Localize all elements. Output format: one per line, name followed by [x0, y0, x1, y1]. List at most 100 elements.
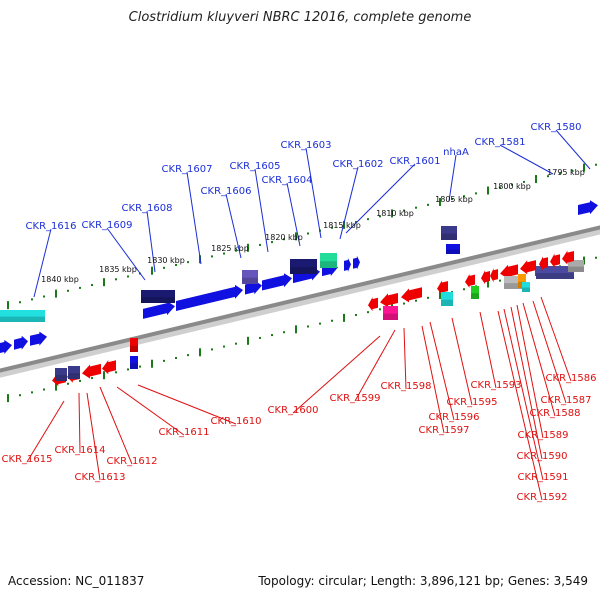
- reverse-feature-box-shade: [504, 283, 522, 289]
- forward-gene-label-leader: [254, 168, 269, 253]
- reverse-gene-label-leader: [354, 329, 396, 402]
- feature-box: [242, 270, 258, 284]
- feature-box-shade: [290, 267, 317, 274]
- reverse-gene-label: CKR_1599: [330, 393, 381, 404]
- reverse-gene-label: CKR_1590: [517, 451, 568, 462]
- reverse-gene-label-leader: [479, 311, 497, 389]
- forward-gene-label: CKR_1607: [162, 164, 213, 175]
- forward-cds-arrow: [176, 284, 243, 311]
- rna-feature-box-shade: [0, 316, 45, 322]
- forward-cds-arrow: [0, 340, 12, 354]
- reverse-feature-box: [504, 276, 522, 289]
- reverse-feature-box: [383, 306, 398, 320]
- feature-box-shade: [141, 297, 175, 303]
- forward-gene-label: CKR_1601: [390, 156, 441, 167]
- reverse-cds-arrow: [401, 287, 422, 303]
- forward-gene-label-leader: [345, 163, 416, 234]
- reverse-gene-label: CKR_1615: [2, 454, 53, 465]
- scale-label: 1820 kbp: [265, 233, 303, 242]
- forward-gene-label-leader: [225, 193, 242, 259]
- forward-cds-arrow: [30, 331, 47, 346]
- reverse-gene-label: CKR_1587: [541, 395, 592, 406]
- feature-box-shade: [242, 277, 258, 284]
- forward-cds-arrow: [14, 335, 28, 350]
- reverse-gene-label: CKR_1592: [517, 492, 568, 503]
- reverse-cds-arrow: [490, 268, 498, 283]
- reverse-cds-arrow: [437, 280, 448, 295]
- map-title: Clostridium kluyveri NBRC 12016, complet…: [128, 10, 472, 25]
- feature-box: [441, 226, 457, 240]
- feature-box: [536, 266, 574, 279]
- reverse-gene-label-leader: [503, 308, 544, 481]
- feature-box-shade: [446, 249, 460, 254]
- topology-text: Topology: circular; Length: 3,896,121 bp…: [258, 574, 588, 588]
- reverse-feature-box: [522, 282, 530, 292]
- reverse-feature-box-shade: [522, 287, 530, 292]
- feature-box: [568, 260, 584, 272]
- scale-label: 1800 kbp: [493, 182, 531, 191]
- reverse-cds-arrow: [380, 293, 398, 308]
- reverse-cds-arrow: [520, 260, 536, 275]
- reverse-feature-box: [471, 286, 479, 299]
- forward-gene-label-leader: [555, 129, 591, 170]
- feature-box: [320, 253, 337, 268]
- forward-gene-label-leader: [186, 171, 202, 265]
- reverse-gene-label-leader: [510, 306, 543, 460]
- forward-gene-label-leader: [305, 147, 322, 239]
- reverse-gene-label-leader: [540, 296, 572, 382]
- forward-gene-label-leader: [339, 166, 359, 240]
- forward-gene-label: CKR_1604: [262, 175, 313, 186]
- forward-gene-label: CKR_1602: [333, 159, 384, 170]
- reverse-gene-label-leader: [429, 321, 455, 421]
- feature-box-shade: [536, 273, 574, 279]
- reverse-gene-label-leader: [137, 384, 237, 425]
- reverse-feature-box-shade: [130, 363, 138, 369]
- forward-gene-label: CKR_1616: [26, 221, 77, 232]
- reverse-gene-label-leader: [451, 317, 473, 406]
- scale-label: 1795 kbp: [547, 168, 585, 177]
- reverse-cds-arrow: [102, 360, 116, 375]
- reverse-gene-label: CKR_1596: [429, 412, 480, 423]
- reverse-gene-label: CKR_1610: [211, 416, 262, 427]
- reverse-cds-arrow: [82, 363, 101, 379]
- feature-box: [446, 244, 460, 254]
- reverse-gene-label: CKR_1595: [447, 397, 498, 408]
- reverse-gene-label: CKR_1613: [75, 472, 126, 483]
- reverse-gene-label-leader: [26, 400, 65, 463]
- scale-ticks: [7, 163, 597, 403]
- forward-gene-label: CKR_1581: [475, 137, 526, 148]
- scale-label: 1815 kbp: [323, 221, 361, 230]
- reverse-gene-label: CKR_1612: [107, 456, 158, 467]
- reverse-gene-label: CKR_1593: [471, 380, 522, 391]
- reverse-cds-arrow: [481, 270, 490, 285]
- forward-gene-label-leader: [33, 228, 52, 298]
- forward-cds-arrow: [262, 273, 292, 291]
- reverse-cds-arrow: [368, 297, 378, 312]
- reverse-feature-box-shade: [130, 345, 138, 352]
- reverse-gene-label-leader: [86, 392, 101, 481]
- forward-gene-label: CKR_1580: [531, 122, 582, 133]
- reverse-gene-label-leader: [421, 325, 445, 434]
- feature-box-shade: [441, 233, 457, 240]
- forward-gene-label-leader: [146, 210, 156, 273]
- forward-gene-label: CKR_1606: [201, 186, 252, 197]
- reverse-feature-box-shade: [471, 293, 479, 299]
- feature-box: [290, 259, 317, 274]
- reverse-cds-arrow: [562, 250, 574, 265]
- reverse-feature-box-shade: [68, 373, 80, 379]
- forward-gene-label-leader: [286, 182, 301, 247]
- reverse-gene-label: CKR_1600: [268, 405, 319, 416]
- scale-label: 1830 kbp: [147, 256, 185, 265]
- reverse-gene-label-leader: [99, 386, 133, 465]
- forward-gene-label: nhaA: [443, 147, 469, 158]
- reverse-gene-label: CKR_1586: [546, 373, 597, 384]
- reverse-gene-label-leader: [497, 310, 543, 501]
- reverse-gene-label: CKR_1598: [381, 381, 432, 392]
- reverse-gene-label-leader: [522, 302, 556, 417]
- reverse-gene-label-leader: [532, 300, 567, 404]
- scale-labels: 1840 kbp 1835 kbp 1830 kbp 1825 kbp 1820 kbp…: [41, 168, 585, 284]
- reverse-feature-box: [518, 274, 526, 288]
- accession-text: Accession: NC_011837: [8, 574, 145, 588]
- reverse-gene-label: CKR_1611: [159, 427, 210, 438]
